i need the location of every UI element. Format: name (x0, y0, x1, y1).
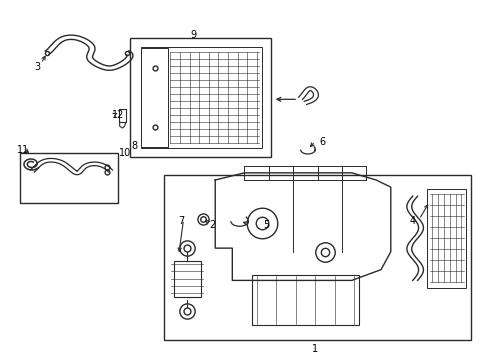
Text: 11: 11 (17, 144, 29, 154)
Bar (427, 189, 466, 288)
Bar (163, 175, 470, 339)
Text: 12: 12 (111, 111, 123, 121)
Text: 4: 4 (409, 216, 415, 226)
Text: 3: 3 (34, 62, 40, 72)
Text: 1: 1 (311, 344, 318, 354)
Text: 9: 9 (190, 30, 196, 40)
Bar (130, 39, 271, 157)
Bar (141, 48, 167, 147)
Bar (119, 109, 126, 122)
Bar (173, 261, 200, 297)
Text: 7: 7 (178, 216, 184, 226)
Bar (141, 46, 261, 148)
Bar (20, 153, 118, 203)
Bar (251, 275, 358, 325)
Text: 2: 2 (209, 220, 216, 230)
Text: 10: 10 (119, 148, 131, 158)
Text: 6: 6 (319, 138, 325, 147)
Text: 8: 8 (131, 141, 138, 151)
Text: 5: 5 (263, 220, 269, 230)
